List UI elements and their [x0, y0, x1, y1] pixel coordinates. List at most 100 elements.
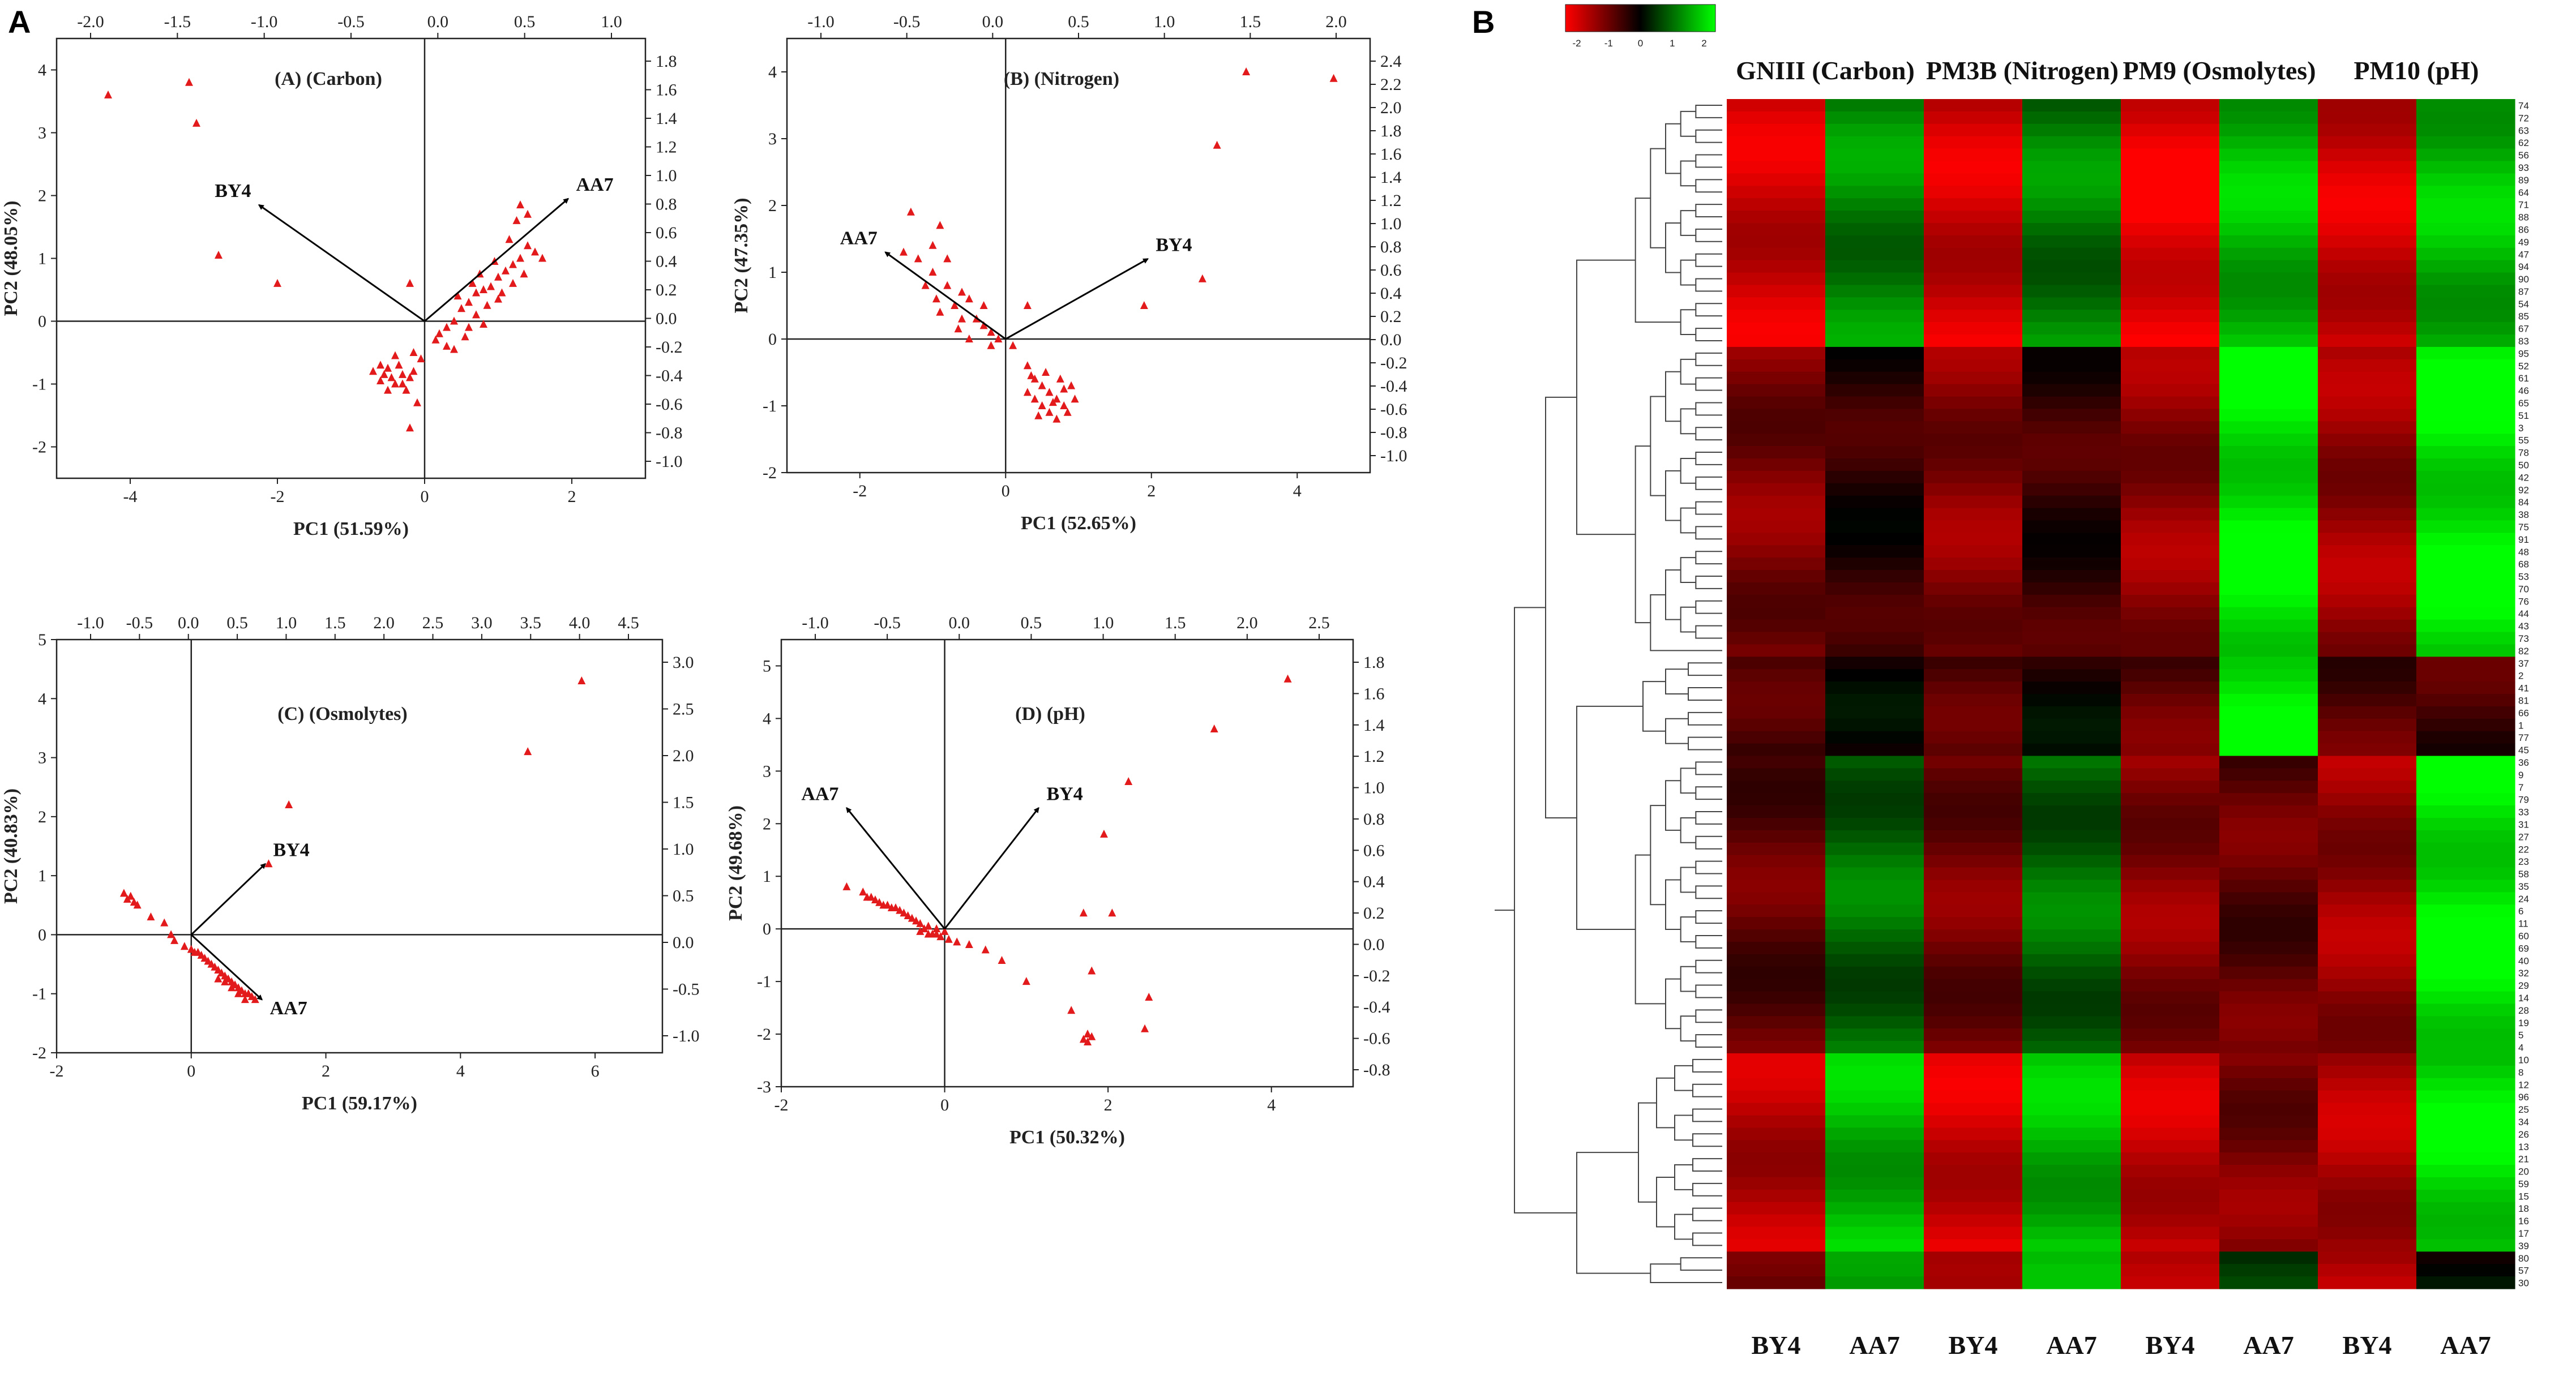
heatmap-cell	[2318, 148, 2417, 162]
data-point	[483, 301, 491, 309]
heatmap-cell	[2219, 211, 2318, 224]
heatmap-cell	[1825, 384, 1924, 397]
heatmap-cell	[2318, 966, 2417, 980]
y-axis-label: PC2 (40.83%)	[1, 788, 22, 904]
dendrogram-branch	[1688, 711, 1722, 726]
heatmap-cell	[2416, 917, 2515, 930]
heatmap-cell	[2022, 346, 2121, 360]
heatmap-cell	[1825, 1103, 1924, 1116]
heatmap-cell	[2022, 1227, 2121, 1240]
x-axis-label: PC1 (51.59%)	[293, 518, 409, 539]
heatmap-cell	[2121, 929, 2220, 942]
right-tick-label: 1.6	[1363, 684, 1385, 703]
heatmap-cell	[1825, 434, 1924, 447]
heatmap-cell	[2022, 570, 2121, 583]
heatmap-cell	[1825, 1065, 1924, 1079]
y-tick-label: 5	[38, 631, 46, 649]
heatmap-row-label: 79	[2518, 795, 2529, 805]
heatmap-cell	[2318, 880, 2417, 893]
right-tick-label: 0.4	[1363, 873, 1385, 891]
heatmap-cell	[2219, 979, 2318, 992]
heatmap-cell	[2219, 458, 2318, 471]
data-point	[417, 354, 425, 363]
data-point	[406, 423, 414, 432]
heatmap-cell	[2318, 805, 2417, 818]
heatmap-cell	[2022, 123, 2121, 137]
heatmap-cell	[1924, 718, 2023, 732]
y-tick-label: 3	[38, 124, 46, 143]
data-point	[1099, 829, 1108, 838]
heatmap-row-label: 66	[2518, 707, 2529, 718]
dendrogram-branch	[1695, 402, 1722, 416]
top-tick-label: 2.5	[1308, 614, 1330, 632]
heatmap-cell	[2022, 855, 2121, 868]
right-tick-label: -0.6	[1380, 400, 1407, 419]
data-point	[932, 924, 941, 933]
heatmap-cell	[1727, 867, 1826, 881]
dendrogram-branch	[1692, 1182, 1722, 1197]
data-point	[431, 335, 440, 344]
heatmap-cell	[2121, 781, 2220, 794]
data-point	[979, 321, 988, 329]
heatmap-cell	[2219, 235, 2318, 248]
top-tick-label: 0.0	[982, 12, 1004, 31]
heatmap-cell	[2022, 1276, 2121, 1289]
heatmap-row-label: 46	[2518, 385, 2529, 396]
heatmap-cell	[1924, 123, 2023, 137]
heatmap-cell	[2219, 1028, 2318, 1041]
heatmap-cell	[1727, 1239, 1826, 1252]
heatmap-cell	[1924, 483, 2023, 496]
scatter-panel-c: -2 0 2 4 6 -2 -1 0 1 2 3 4 5 -1.0 -0.5 0.0 0.5 1.0 1.5 2.0 2…	[1, 614, 700, 1114]
heatmap-cell	[2318, 186, 2417, 199]
x-tick-label: -2	[853, 482, 867, 500]
heatmap-cell	[1825, 855, 1924, 868]
data-point	[472, 310, 480, 319]
heatmap-cell	[2219, 1016, 2318, 1029]
heatmap-cell	[2022, 1214, 2121, 1228]
data-point	[512, 216, 521, 224]
heatmap-row-label: 31	[2518, 819, 2529, 830]
heatmap-cell	[1727, 1152, 1826, 1165]
heatmap-cell	[2121, 632, 2220, 645]
heatmap-cell	[2219, 1152, 2318, 1165]
data-point	[468, 278, 477, 287]
heatmap-cell	[2416, 322, 2515, 335]
heatmap-cell	[2219, 781, 2318, 794]
heatmap-cell	[2219, 421, 2318, 434]
heatmap-column-label: AA7	[2243, 1331, 2293, 1360]
heatmap-cell	[2022, 594, 2121, 608]
heatmap-group-label: PM3B (Nitrogen)	[1926, 56, 2119, 85]
heatmap-cell	[1825, 607, 1924, 620]
heatmap-cell	[2416, 1177, 2515, 1190]
x-axis-label: PC1 (52.65%)	[1021, 513, 1136, 534]
heatmap-cell	[1825, 1264, 1924, 1277]
data-point	[916, 919, 925, 927]
heatmap-cell	[2022, 979, 2121, 992]
dendrogram-branch	[1680, 1257, 1722, 1271]
heatmap-cell	[1727, 1016, 1826, 1029]
top-tick-label: 1.5	[1240, 12, 1261, 31]
dendrogram-branch	[1665, 371, 1681, 422]
heatmap-row-label: 88	[2518, 212, 2529, 223]
dendrogram-branch	[1680, 358, 1696, 385]
data-point	[215, 250, 222, 259]
heatmap-cell	[1924, 1103, 2023, 1116]
heatmap-cell	[1727, 335, 1826, 348]
x-axis-label: PC1 (59.17%)	[302, 1093, 417, 1114]
heatmap-cell	[2219, 371, 2318, 385]
heatmap-cell	[1924, 929, 2023, 942]
heatmap-cell	[2022, 706, 2121, 719]
heatmap-cell	[2318, 558, 2417, 571]
data-point	[214, 974, 222, 983]
right-tick-label: 0.8	[1363, 810, 1385, 829]
right-tick-label: 1.4	[656, 109, 677, 128]
heatmap-row-label: 44	[2518, 608, 2529, 619]
data-point	[413, 398, 421, 406]
heatmap-cell	[2219, 1078, 2318, 1091]
heatmap-cell	[1924, 371, 2023, 385]
data-point	[908, 914, 916, 922]
heatmap-cell	[1825, 904, 1924, 917]
heatmap-cell	[1924, 421, 2023, 434]
data-point	[863, 893, 871, 901]
vector-label: AA7	[270, 998, 307, 1019]
